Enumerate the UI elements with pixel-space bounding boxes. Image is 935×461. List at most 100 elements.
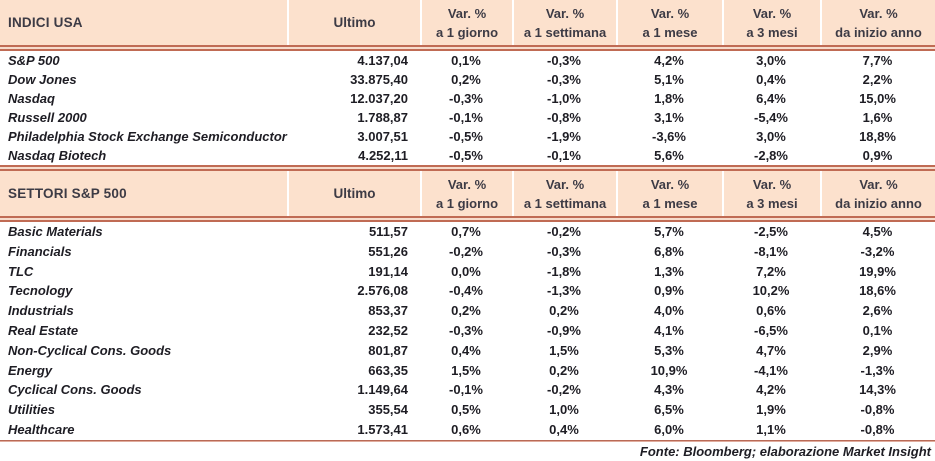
cell-var-3m: -5,4% [754,110,788,125]
col-header-var-ytd: Var. % da inizio anno [820,171,935,216]
cell-var-1m: 5,1% [654,72,684,87]
cell-var-3m: -2,5% [754,224,788,239]
cell-var-1d: 1,5% [451,362,481,378]
cell-var-ytd: -0,8% [860,402,895,418]
row-label: Utilities [8,402,55,418]
settori-sp500-body: Basic Materials 511,57 0,7% -0,2% 5,7% -… [0,222,935,440]
cell-var-1w: 0,2% [549,303,579,319]
row-label: Dow Jones [8,72,77,87]
cell-var-1w: -0,3% [547,243,581,259]
period-label-ytd: da inizio anno [835,24,922,40]
cell-var-3m: 3,0% [756,53,786,68]
table-row-non-cyclical-cons-goods: Non-Cyclical Cons. Goods 801,87 0,4% 1,5… [0,341,935,361]
row-label: Russell 2000 [8,110,87,125]
row-label: Cyclical Cons. Goods [8,382,142,398]
cell-var-3m: 6,4% [756,91,786,106]
cell-var-1m: 5,7% [654,224,684,239]
cell-ultimo: 4.252,11 [358,148,408,163]
cell-var-1d: -0,3% [449,322,483,338]
cell-var-1m: 5,3% [654,342,684,358]
cell-var-3m: 0,4% [756,72,786,87]
cell-var-1w: -0,9% [547,322,581,338]
cell-var-1m: -3,6% [652,129,686,144]
divider-rule [0,216,935,222]
row-label: Philadelphia Stock Exchange Semiconducto… [8,129,287,144]
table-row-tecnology: Tecnology 2.576,08 -0,4% -1,3% 0,9% 10,2… [0,281,935,301]
cell-var-3m: -4,1% [754,362,788,378]
row-label: Industrials [8,303,74,319]
row-label: Real Estate [8,322,79,338]
cell-var-3m: 1,1% [756,421,786,437]
period-label-1w: a 1 settimana [523,195,607,211]
period-label-3m: a 3 mesi [746,195,798,211]
cell-var-1d: 0,4% [451,342,481,358]
col-header-var-1w: Var. % a 1 settimana [512,171,616,216]
table-row-nasdaq-biotech: Nasdaq Biotech 4.252,11 -0,5% -0,1% 5,6%… [0,146,935,165]
cell-var-1d: -0,5% [449,129,483,144]
cell-var-ytd: -3,2% [860,243,895,259]
cell-var-ytd: 18,8% [859,129,896,144]
cell-var-1w: -0,1% [547,148,581,163]
cell-var-1m: 1,3% [654,263,684,279]
cell-var-1w: -0,2% [547,382,581,398]
period-label-1m: a 1 mese [642,24,698,40]
cell-var-1d: 0,2% [451,72,481,87]
cell-ultimo: 232,52 [368,322,408,338]
table-row-utilities: Utilities 355,54 0,5% 1,0% 6,5% 1,9% -0,… [0,400,935,420]
cell-var-1m: 0,9% [654,283,684,299]
cell-var-ytd: 19,9% [859,263,896,279]
cell-ultimo: 801,87 [368,342,408,358]
table-row-russell-2000: Russell 2000 1.788,87 -0,1% -0,8% 3,1% -… [0,108,935,127]
col-header-var-1w: Var. % a 1 settimana [512,0,616,45]
cell-var-1m: 4,1% [654,322,684,338]
cell-var-1m: 6,8% [654,243,684,259]
table-row-financials: Financials 551,26 -0,2% -0,3% 6,8% -8,1%… [0,242,935,262]
cell-var-3m: 4,2% [756,382,786,398]
cell-var-ytd: 4,5% [862,224,893,239]
cell-var-1w: -0,2% [547,224,581,239]
cell-var-3m: 3,0% [756,129,786,144]
row-label: Nasdaq Biotech [8,148,107,163]
table-row-dow-jones: Dow Jones 33.875,40 0,2% -0,3% 5,1% 0,4%… [0,70,935,89]
table-row-industrials: Industrials 853,37 0,2% 0,2% 4,0% 0,6% 2… [0,301,935,321]
var-label: Var. % [752,5,792,21]
cell-var-ytd: 2,9% [862,342,893,358]
var-label: Var. % [545,5,585,21]
row-label: Nasdaq [8,91,55,106]
section-title-indici-usa: INDICI USA [8,15,83,30]
bottom-rule [0,439,935,442]
cell-ultimo: 663,35 [368,362,408,378]
col-header-var-3m: Var. % a 3 mesi [722,171,820,216]
cell-var-ytd: -0,8% [860,421,895,437]
cell-ultimo: 12.037,20 [350,91,408,106]
cell-ultimo: 1.573,41 [357,421,408,437]
var-label: Var. % [859,5,898,21]
cell-var-ytd: 1,6% [862,110,893,125]
cell-var-1d: 0,5% [451,402,481,418]
table-row-tlc: TLC 191,14 0,0% -1,8% 1,3% 7,2% 19,9% [0,262,935,282]
col-header-ultimo: Ultimo [287,0,420,45]
cell-ultimo: 4.137,04 [357,53,408,68]
row-label: Energy [8,362,53,378]
cell-var-ytd: -1,3% [860,362,895,378]
cell-var-1d: -0,1% [449,382,483,398]
table-row-sp500: S&P 500 4.137,04 0,1% -0,3% 4,2% 3,0% 7,… [0,51,935,70]
cell-var-ytd: 14,3% [859,382,896,398]
table-row-cyclical-cons-goods: Cyclical Cons. Goods 1.149,64 -0,1% -0,2… [0,380,935,400]
period-label-3m: a 3 mesi [746,24,798,40]
cell-var-3m: 10,2% [752,283,790,299]
cell-var-ytd: 2,2% [862,72,893,87]
cell-var-1w: 1,0% [549,402,579,418]
cell-var-1m: 4,3% [654,382,684,398]
table-row-energy: Energy 663,35 1,5% 0,2% 10,9% -4,1% -1,3… [0,361,935,381]
cell-var-1d: 0,2% [451,303,481,319]
cell-ultimo: 853,37 [368,303,408,319]
row-label: Non-Cyclical Cons. Goods [8,342,172,358]
cell-var-1m: 5,6% [654,148,684,163]
cell-var-1w: -1,3% [547,283,581,299]
row-label: Financials [8,243,72,259]
cell-ultimo: 1.788,87 [357,110,408,125]
cell-ultimo: 3.007,51 [357,129,408,144]
table-row-real-estate: Real Estate 232,52 -0,3% -0,9% 4,1% -6,5… [0,321,935,341]
